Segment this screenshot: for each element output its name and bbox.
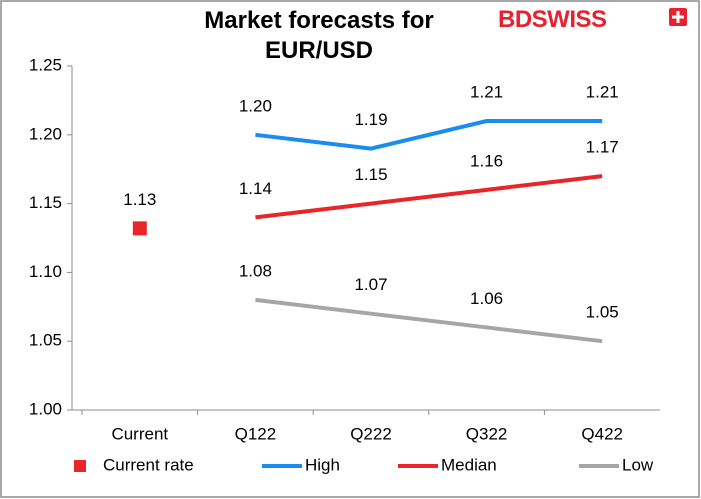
marker: [132, 221, 147, 236]
x-tick-label: Current: [111, 424, 168, 443]
data-label: 1.19: [354, 110, 387, 129]
data-label: 1.16: [470, 151, 503, 170]
logo-icon: [669, 8, 687, 26]
legend-label: Low: [622, 455, 654, 474]
data-label: 1.20: [239, 96, 272, 115]
series-line: [255, 297, 603, 344]
legend-marker: [74, 460, 86, 472]
data-label: 1.07: [354, 275, 387, 294]
data-label: 1.06: [470, 289, 503, 308]
chart-title: Market forecasts for EUR/USD: [204, 7, 434, 64]
legend-label: Current rate: [103, 455, 194, 474]
y-tick-label: 1.20: [29, 124, 62, 143]
logo: BDSWISS: [498, 6, 607, 33]
legend-label: Median: [441, 455, 497, 474]
data-label: 1.21: [586, 83, 619, 102]
data-label: 1.14: [239, 179, 272, 198]
data-label: 1.08: [239, 261, 272, 280]
x-tick-label: Q322: [466, 424, 508, 443]
x-tick-label: Q222: [350, 424, 392, 443]
data-label: 1.13: [123, 190, 156, 209]
x-tick-label: Q122: [235, 424, 277, 443]
legend-label: High: [305, 455, 340, 474]
series-line: [255, 119, 603, 151]
series-line: [255, 174, 603, 220]
data-label: 1.05: [586, 303, 619, 322]
data-label: 1.17: [586, 138, 619, 157]
data-label: 1.15: [354, 165, 387, 184]
data-label: 1.21: [470, 83, 503, 102]
x-tick-label: Q422: [581, 424, 623, 443]
y-tick-label: 1.00: [29, 399, 62, 418]
y-tick-label: 1.05: [29, 331, 62, 350]
y-tick-label: 1.25: [29, 55, 62, 74]
y-tick-label: 1.10: [29, 262, 62, 281]
y-tick-label: 1.15: [29, 193, 62, 212]
